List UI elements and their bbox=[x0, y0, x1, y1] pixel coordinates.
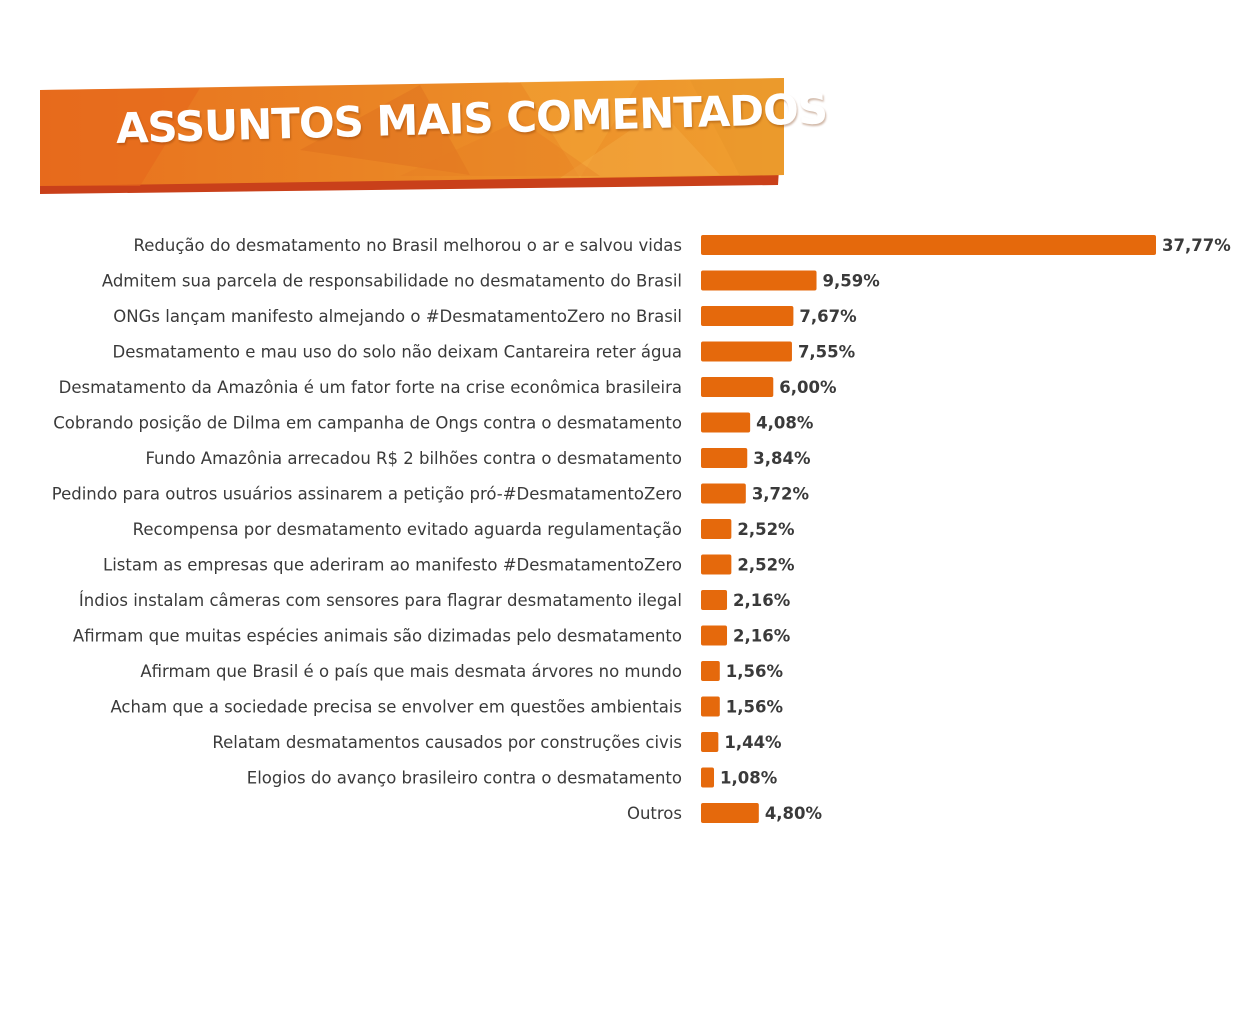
banner-body bbox=[40, 78, 784, 186]
bar bbox=[701, 270, 817, 291]
category-label: Pedindo para outros usuários assinarem a… bbox=[52, 485, 682, 504]
category-label: Desmatamento e mau uso do solo não deixa… bbox=[113, 343, 682, 362]
value-label: 3,72% bbox=[752, 485, 810, 504]
bar bbox=[701, 625, 728, 646]
category-label: Índios instalam câmeras com sensores par… bbox=[79, 591, 682, 610]
value-label: 37,77% bbox=[1162, 236, 1231, 255]
bar bbox=[701, 661, 720, 681]
value-label: 9,59% bbox=[823, 272, 881, 291]
bar bbox=[701, 235, 1156, 255]
bar bbox=[701, 519, 732, 539]
bar bbox=[701, 377, 774, 397]
bar bbox=[701, 448, 748, 468]
value-label: 7,67% bbox=[799, 307, 857, 326]
category-label: Relatam desmatamentos causados por const… bbox=[212, 733, 682, 752]
value-label: 2,52% bbox=[737, 556, 795, 575]
value-label: 2,52% bbox=[737, 520, 795, 539]
bar bbox=[701, 696, 720, 717]
value-label: 1,44% bbox=[724, 733, 782, 752]
bar bbox=[701, 306, 794, 326]
value-label: 2,16% bbox=[733, 627, 791, 646]
category-label: Fundo Amazônia arrecadou R$ 2 bilhões co… bbox=[145, 449, 682, 468]
category-label: Redução do desmatamento no Brasil melhor… bbox=[134, 236, 682, 255]
category-label: Afirmam que Brasil é o país que mais des… bbox=[140, 662, 682, 681]
value-label: 4,08% bbox=[756, 414, 814, 433]
bar bbox=[701, 412, 751, 433]
bar bbox=[701, 732, 719, 752]
category-label: Listam as empresas que aderiram ao manif… bbox=[103, 556, 682, 575]
bar bbox=[701, 341, 792, 362]
bar bbox=[701, 803, 759, 823]
bar bbox=[701, 590, 728, 610]
category-label: Admitem sua parcela de responsabilidade … bbox=[102, 272, 682, 291]
category-label: Acham que a sociedade precisa se envolve… bbox=[110, 698, 682, 717]
bar bbox=[701, 767, 715, 788]
value-label: 3,84% bbox=[753, 449, 811, 468]
value-label: 7,55% bbox=[798, 343, 856, 362]
category-label: Cobrando posição de Dilma em campanha de… bbox=[53, 414, 682, 433]
value-label: 6,00% bbox=[779, 378, 837, 397]
bar bbox=[701, 554, 732, 575]
category-label: Afirmam que muitas espécies animais são … bbox=[73, 627, 682, 646]
category-label: Recompensa por desmatamento evitado agua… bbox=[133, 520, 682, 539]
title-banner bbox=[40, 78, 784, 194]
value-label: 1,56% bbox=[726, 662, 784, 681]
value-label: 4,80% bbox=[765, 804, 823, 823]
bar bbox=[701, 483, 746, 504]
value-label: 1,56% bbox=[726, 698, 784, 717]
value-label: 2,16% bbox=[733, 591, 791, 610]
category-label: Elogios do avanço brasileiro contra o de… bbox=[247, 769, 682, 788]
category-label: ONGs lançam manifesto almejando o #Desma… bbox=[113, 307, 682, 326]
value-label: 1,08% bbox=[720, 769, 778, 788]
category-label: Outros bbox=[627, 804, 682, 823]
category-label: Desmatamento da Amazônia é um fator fort… bbox=[59, 378, 682, 397]
